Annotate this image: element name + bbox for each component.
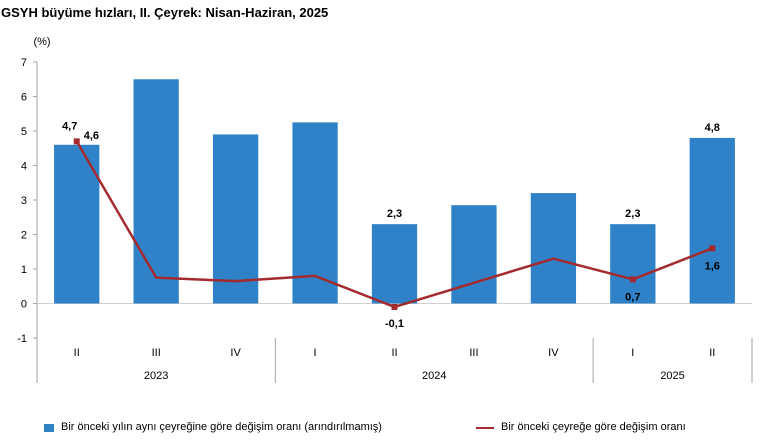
x-tick-label: II (391, 347, 397, 359)
x-tick-label: II (74, 347, 80, 359)
line-point-marker (709, 245, 716, 252)
line-value-label: 1,6 (705, 260, 720, 272)
x-tick-label: IV (548, 347, 559, 359)
x-tick-label: I (314, 347, 317, 359)
bar (292, 122, 338, 304)
bar-value-label: 4,6 (84, 130, 99, 142)
bar (610, 224, 656, 304)
line-value-label: -0,1 (385, 318, 404, 330)
y-tick-label: -1 (17, 333, 27, 345)
legend-label-bars: Bir önceki yılın aynı çeyreğine göre değ… (61, 421, 382, 433)
legend-swatch-bars (44, 424, 54, 432)
line-point-marker (391, 303, 398, 310)
bar-value-label: 2,3 (625, 208, 640, 220)
y-tick-label: 2 (21, 230, 27, 242)
bar-value-label: 2,3 (387, 208, 402, 220)
y-tick-label: 3 (21, 195, 27, 207)
y-tick-label: 7 (21, 57, 27, 69)
y-tick-label: 1 (21, 264, 27, 276)
y-tick-label: 5 (21, 126, 27, 138)
x-group-label: 2024 (422, 370, 446, 382)
line-point-marker (629, 276, 636, 283)
y-tick-label: 0 (21, 299, 27, 311)
y-tick-label: 6 (21, 92, 27, 104)
legend-swatch-line (476, 427, 494, 429)
x-tick-label: I (631, 347, 634, 359)
bar (54, 144, 100, 304)
x-group-label: 2025 (660, 370, 684, 382)
legend-label-line: Bir önceki çeyreğe göre değişim oranı (501, 421, 686, 433)
y-tick-label: 4 (21, 161, 27, 173)
bar (133, 79, 179, 304)
x-tick-label: II (709, 347, 715, 359)
bar-value-label: 4,8 (705, 122, 720, 134)
x-tick-label: III (469, 347, 478, 359)
x-tick-label: IV (230, 347, 241, 359)
x-group-label: 2023 (144, 370, 168, 382)
line-point-marker (73, 138, 80, 145)
y-axis-label: (%) (33, 36, 50, 48)
line-value-label: 4,7 (62, 120, 77, 132)
bar (689, 137, 735, 304)
bar (212, 134, 259, 304)
bar (530, 193, 577, 304)
line-value-label: 0,7 (625, 291, 640, 303)
x-tick-label: III (152, 347, 161, 359)
bar (371, 224, 418, 304)
chart-title: GSYH büyüme hızları, II. Çeyrek: Nisan-H… (1, 5, 329, 20)
